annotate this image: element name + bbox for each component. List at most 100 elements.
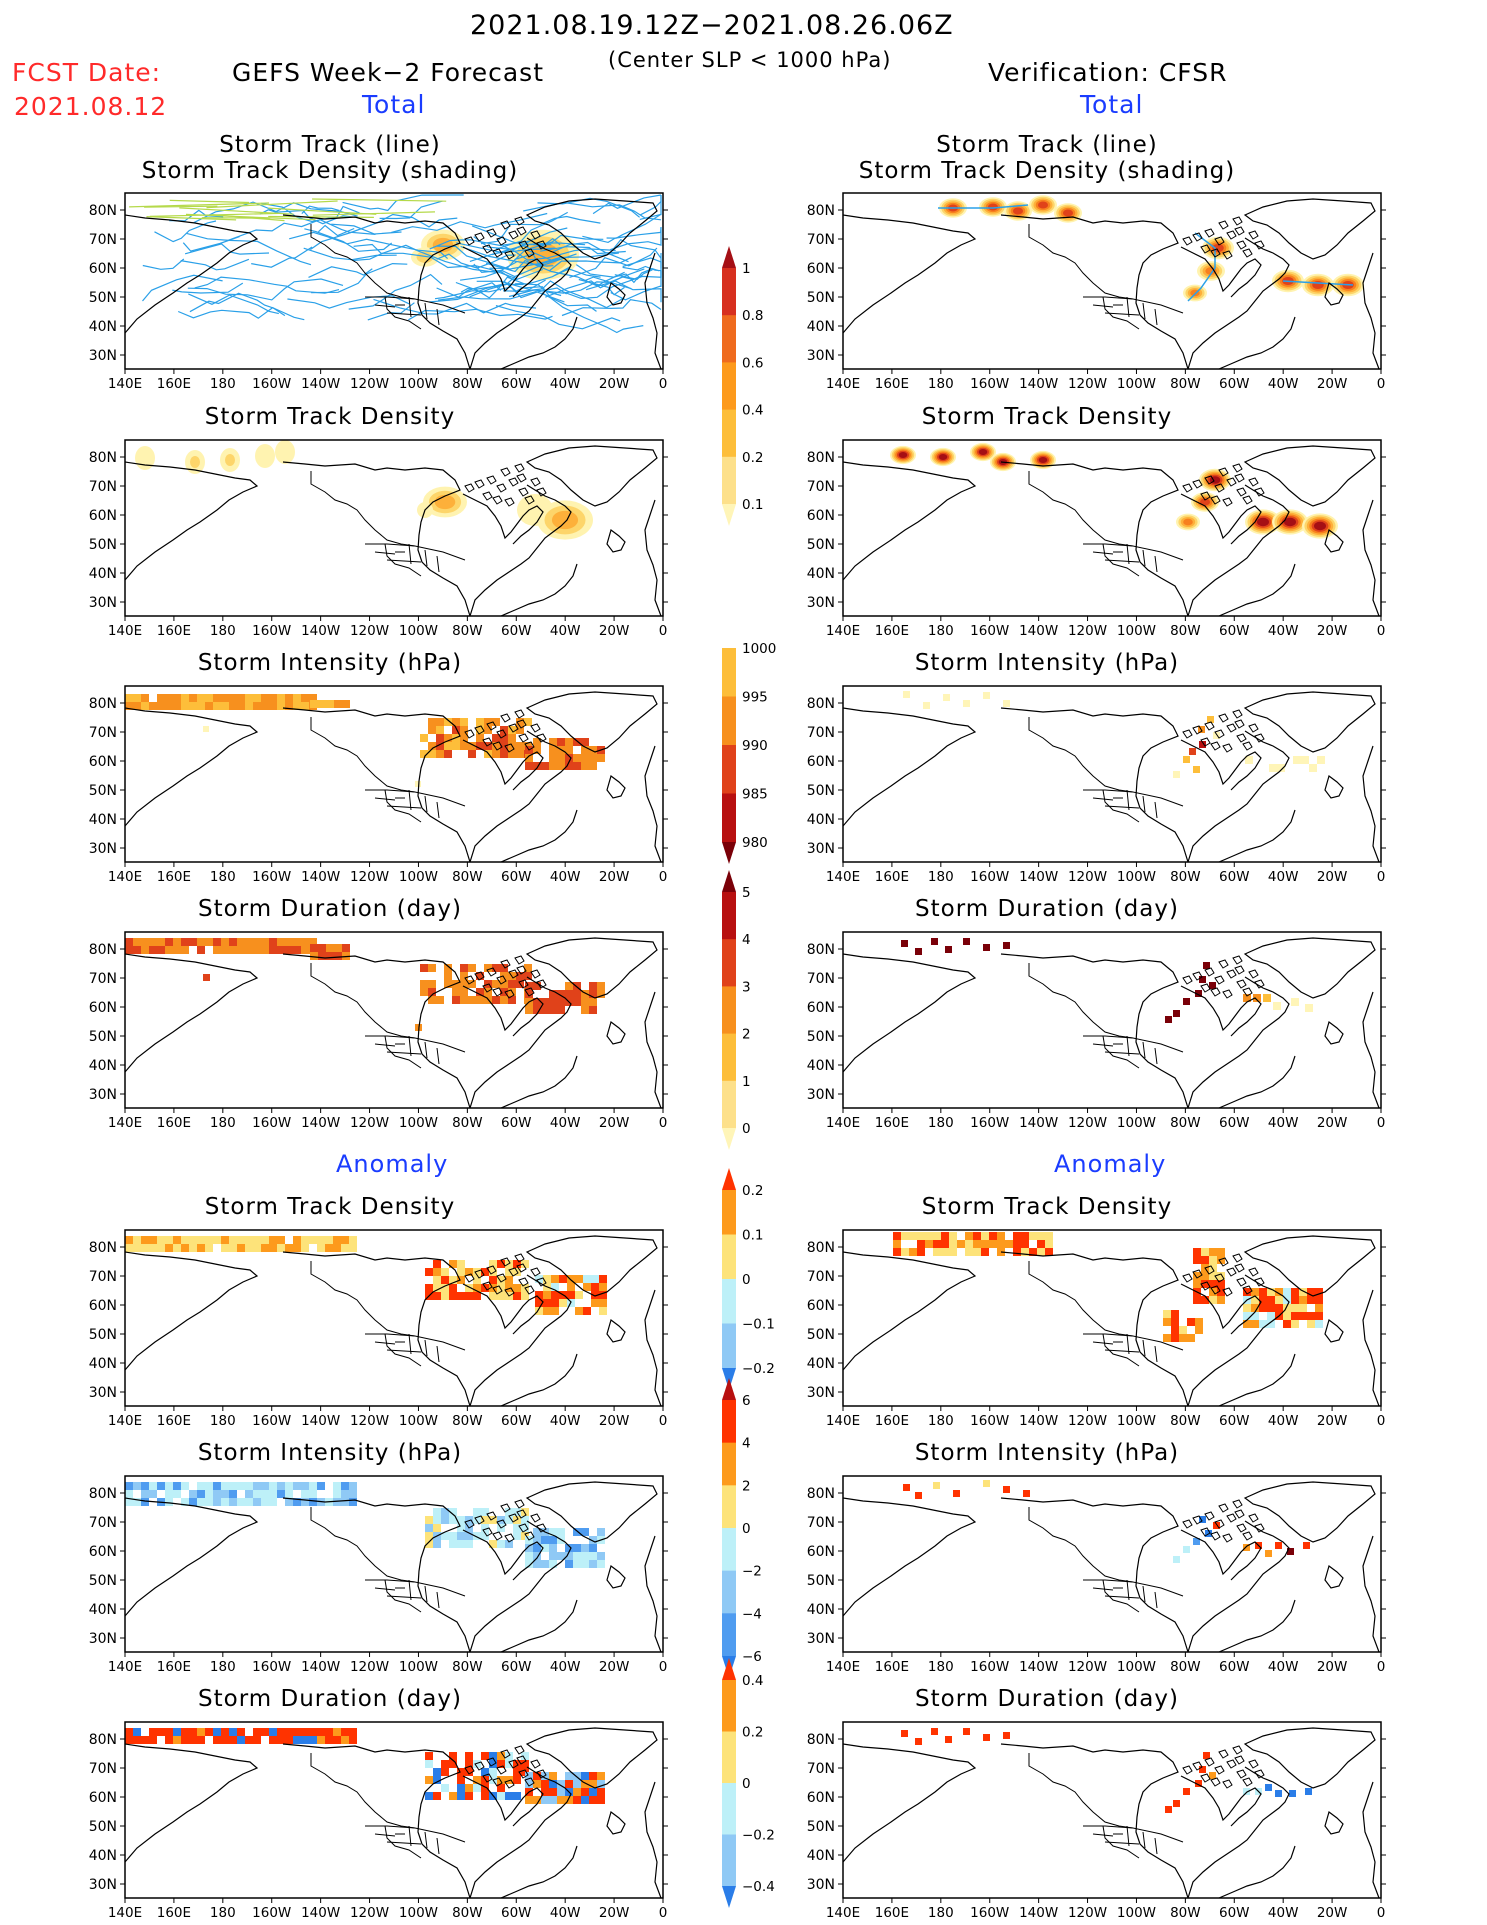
lon-label: 180 [210,1413,236,1429]
grid-cell [481,1516,489,1524]
storm-track-line [438,290,565,303]
lon-label: 60W [1219,1905,1250,1921]
island [496,1765,507,1775]
island [1236,733,1247,743]
lat-label: 80N [89,203,117,219]
grid-cell [589,998,597,1006]
grid-cell [1299,1312,1307,1320]
coastline [1243,445,1376,507]
grid-cell [457,1524,465,1532]
colorbar-label: 0.2 [742,450,763,466]
coastline [500,1055,578,1108]
grid-cell [457,1516,465,1524]
grid-cell [269,1498,277,1506]
island [464,729,475,739]
colorbar-segment [722,793,736,843]
grid-cell [1209,1772,1216,1779]
grid-cell [189,938,197,946]
grid-cell [1265,1784,1272,1791]
storm-track-line [331,223,402,235]
grid-cell [229,1498,237,1506]
grid-cell [565,990,573,998]
grid-cell [923,702,930,709]
coastline [1180,739,1262,791]
grid-cell [1267,1312,1275,1320]
coastline [469,237,572,369]
island [524,1285,535,1295]
coastline [125,1743,259,1863]
coastline [525,198,658,260]
grid-cell [525,990,533,998]
lon-label: 0 [659,623,668,639]
grid-cell [468,964,476,972]
island [516,1263,527,1273]
grid-cell [589,1552,597,1560]
grid-cell [559,1299,567,1307]
country-border [384,543,422,577]
grid-cell [1259,1304,1267,1312]
grid-cell [1203,1752,1210,1759]
storm-track-line [585,280,662,303]
grid-cell [473,1516,481,1524]
density-blob [1284,517,1296,527]
grid-cell [1217,1280,1225,1288]
lon-label: 140W [1019,1413,1058,1429]
lon-label: 20W [1317,1413,1348,1429]
lat-label: 30N [807,1631,835,1647]
storm-track-line [508,268,645,298]
lon-label: 120W [350,1905,389,1921]
lon-label: 80W [452,1905,483,1921]
colorbar-label: 980 [742,835,768,851]
grid-cell [221,1498,229,1506]
grid-cell [341,1244,349,1252]
lon-label: 160E [875,376,909,392]
lon-label: 140W [301,1413,340,1429]
grid-cell [341,1236,349,1244]
island [1232,955,1243,965]
map-content [125,440,662,616]
grid-cell [589,1006,597,1014]
storm-track-line [317,224,355,237]
lon-label: 120W [1068,376,1107,392]
grid-cell [433,1260,441,1268]
coastline [644,1289,662,1406]
grid-cell [269,702,277,710]
colorbar-label: −0.2 [742,1827,775,1843]
grid-cell [1259,1296,1267,1304]
lat-label: 60N [807,261,835,277]
lat-label: 80N [89,1240,117,1256]
coastline [606,774,626,799]
grid-cell [481,1776,489,1784]
grid-cell [133,1728,141,1736]
grid-cell [549,1552,557,1560]
grid-cell [245,946,253,954]
map-content [843,1480,1380,1652]
grid-cell [1023,1490,1030,1497]
grid-cell [516,972,524,980]
grid-cell [521,1524,529,1532]
grid-cell [484,988,492,996]
island [1192,725,1203,735]
grid-cell [1209,1264,1217,1272]
storm-track-line [268,207,377,215]
island [504,989,515,999]
grid-cell [513,1768,521,1776]
lat-label: 80N [807,942,835,958]
lon-label: 180 [928,623,954,639]
grid-cell [1021,1232,1029,1240]
grid-cell [245,702,253,710]
grid-cell [444,750,452,758]
grid-cell [589,1772,597,1780]
grid-cell [573,1772,581,1780]
grid-cell [261,938,269,946]
lat-label: 60N [89,1000,117,1016]
grid-cell [1315,1288,1323,1296]
colorbar-segment [722,648,736,697]
grid-cell [551,1299,559,1307]
island [1242,495,1253,505]
grid-cell [441,1768,449,1776]
grid-cell [581,762,589,770]
lon-label: 100W [399,376,438,392]
storm-track-line [541,292,644,334]
